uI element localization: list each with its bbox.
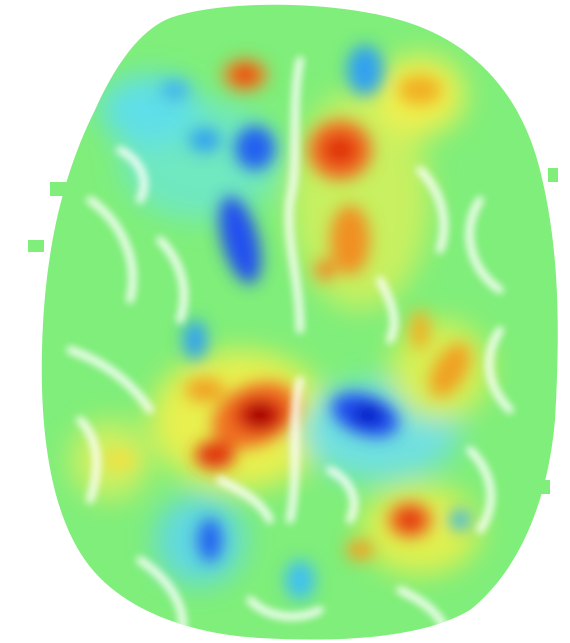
blob: [315, 260, 335, 280]
blob: [285, 560, 315, 600]
brain: [0, 0, 570, 643]
fragment: [540, 480, 550, 494]
brain-activation-map: [0, 0, 570, 643]
blob: [183, 320, 207, 360]
blob: [195, 441, 235, 469]
blob: [330, 205, 370, 275]
blob: [352, 405, 384, 425]
blob: [322, 134, 358, 166]
blob: [189, 128, 221, 152]
blob: [398, 75, 442, 105]
fragment: [28, 240, 44, 252]
blob: [347, 45, 383, 95]
blob: [410, 310, 430, 350]
blob: [198, 518, 222, 562]
blob: [398, 510, 422, 530]
page: [0, 0, 570, 643]
background-tissue: [0, 0, 570, 643]
blob: [248, 406, 272, 424]
blob: [450, 510, 470, 530]
blob: [104, 450, 136, 470]
fragment: [50, 182, 70, 196]
blob: [161, 80, 189, 100]
blob: [235, 126, 275, 170]
blob: [235, 67, 255, 83]
fragment: [548, 168, 558, 182]
blob: [185, 378, 225, 402]
blob: [346, 540, 374, 560]
